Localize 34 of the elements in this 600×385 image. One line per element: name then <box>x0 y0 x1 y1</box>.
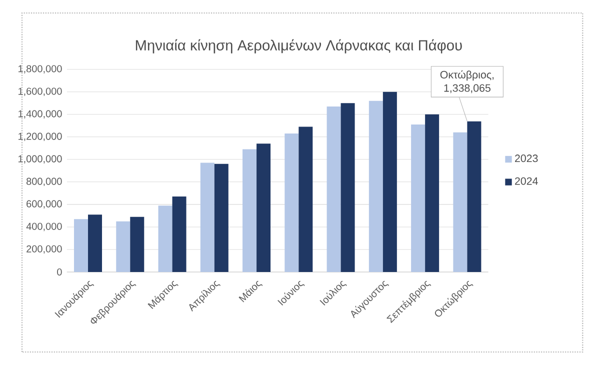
bar <box>74 219 88 272</box>
bar <box>158 206 172 272</box>
y-tick-label: 200,000 <box>26 245 62 254</box>
y-tick-label: 600,000 <box>26 200 62 209</box>
y-tick-label: 1,200,000 <box>18 132 62 142</box>
bar <box>88 214 102 272</box>
bar <box>214 164 228 272</box>
bar <box>172 196 186 272</box>
bar <box>256 144 271 272</box>
bar <box>242 149 257 272</box>
y-tick-label: 1,800,000 <box>18 65 62 74</box>
legend-label: 2024 <box>515 177 538 185</box>
y-tick-label: 800,000 <box>26 178 62 186</box>
bar <box>425 114 440 272</box>
bar <box>368 100 383 272</box>
bar <box>130 216 144 272</box>
bar <box>453 132 468 272</box>
chart-title: Μηνιαία κίνηση Αερολιμένων Λάρνακας και Πάφου <box>136 39 462 54</box>
annotation: Οκτώβριος, 1,338,065 <box>440 70 494 94</box>
legend-label: 2023 <box>515 154 538 162</box>
y-tick-label: 400,000 <box>26 222 62 232</box>
y-tick-label: 0 <box>57 268 62 276</box>
y-tick-label: 1,400,000 <box>18 110 62 118</box>
bar <box>411 124 426 272</box>
bar <box>326 106 341 272</box>
bar <box>298 126 313 272</box>
bar <box>200 162 214 272</box>
bar <box>340 103 355 272</box>
y-tick-label: 1,600,000 <box>18 88 62 96</box>
bar <box>382 92 397 272</box>
bar <box>284 134 299 272</box>
y-tick-label: 1,000,000 <box>18 155 62 164</box>
bar <box>116 221 130 272</box>
bar <box>467 121 482 272</box>
